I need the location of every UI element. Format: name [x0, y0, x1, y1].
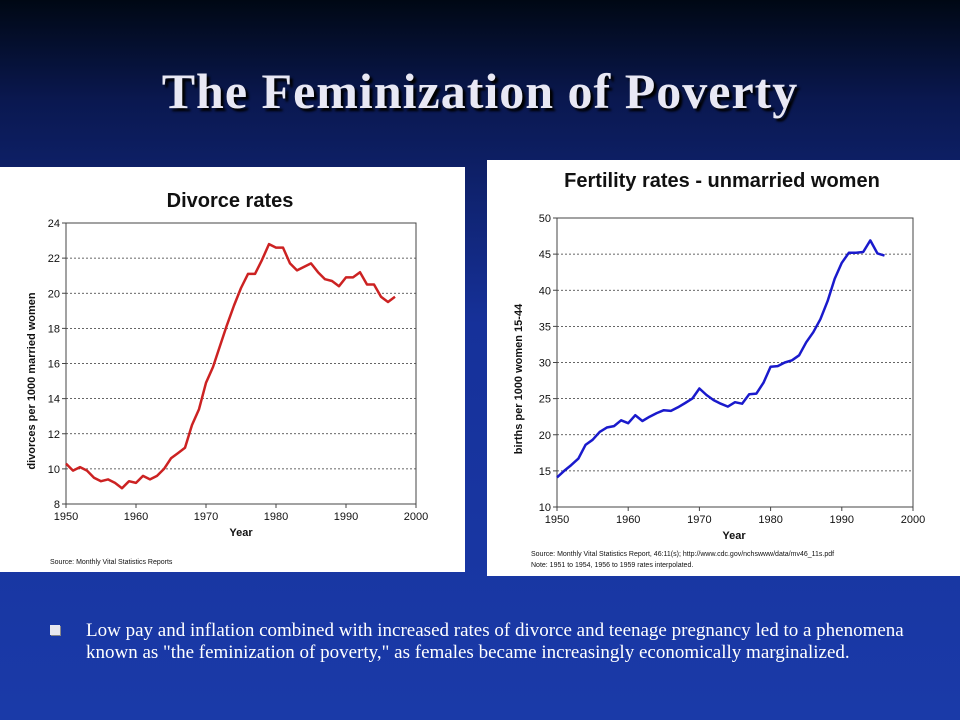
fertility-y-tick-label: 50 — [539, 213, 551, 225]
divorce-y-tick-label: 18 — [48, 323, 60, 335]
divorce-x-tick-label: 1970 — [194, 511, 218, 523]
divorce-chart-title: Divorce rates — [167, 190, 294, 212]
divorce-y-tick-label: 20 — [48, 288, 60, 300]
fertility-x-tick-label: 1980 — [758, 514, 782, 526]
divorce-y-tick-label: 22 — [48, 253, 60, 265]
divorce-x-tick-label: 1990 — [334, 511, 358, 523]
fertility-y-tick-label: 45 — [539, 249, 551, 261]
fertility-x-tick-label: 1960 — [616, 514, 640, 526]
bullet-square-icon — [50, 625, 60, 635]
fertility-plot-frame — [556, 217, 914, 508]
divorce-x-tick-label: 2000 — [404, 511, 428, 523]
fertility-y-tick-label: 10 — [539, 502, 551, 514]
divorce-y-tick-label: 10 — [48, 464, 60, 476]
divorce-y-tick-label: 16 — [48, 359, 60, 371]
fertility-x-tick-label: 1970 — [687, 514, 711, 526]
divorce-y-tick-label: 8 — [54, 499, 60, 511]
divorce-y-tick-label: 12 — [48, 429, 60, 441]
fertility-y-tick-label: 20 — [539, 430, 551, 442]
divorce-x-tick-label: 1980 — [264, 511, 288, 523]
divorce-series-line — [65, 242, 396, 490]
divorce-source-note: Source: Monthly Vital Statistics Reports — [50, 559, 173, 566]
fertility-chart-panel: Fertility rates - unmarried women Year b… — [487, 160, 960, 576]
fertility-y-tick-label: 35 — [539, 321, 551, 333]
fertility-x-tick-label: 2000 — [901, 514, 925, 526]
slide-title: The Feminization of Poverty — [161, 63, 799, 119]
divorce-y-tick-label: 14 — [48, 394, 60, 406]
fertility-y-axis-label: births per 1000 women 15-44 — [513, 303, 525, 454]
fertility-y-tick-label: 25 — [539, 394, 551, 406]
divorce-y-axis-label: divorces per 1000 married women — [26, 292, 38, 470]
fertility-source-note: Source: Monthly Vital Statistics Report,… — [531, 551, 834, 558]
divorce-x-tick-label: 1960 — [124, 511, 148, 523]
fertility-x-axis-label: Year — [722, 530, 746, 542]
fertility-y-tick-label: 40 — [539, 285, 551, 297]
fertility-x-tick-label: 1990 — [830, 514, 854, 526]
fertility-x-tick-label: 1950 — [545, 514, 569, 526]
divorce-chart-panel: Divorce rates Year divorces per 1000 mar… — [0, 167, 465, 572]
fertility-rates-chart: Fertility rates - unmarried women Year b… — [513, 170, 925, 569]
fertility-series-line — [556, 239, 885, 479]
divorce-rates-chart: Divorce rates Year divorces per 1000 mar… — [26, 190, 428, 566]
bullet-point: Low pay and inflation combined with incr… — [50, 620, 930, 664]
fertility-interpolation-note: Note: 1951 to 1954, 1956 to 1959 rates i… — [531, 562, 693, 569]
fertility-y-tick-label: 30 — [539, 358, 551, 370]
fertility-chart-title: Fertility rates - unmarried women — [564, 170, 880, 192]
fertility-y-tick-label: 15 — [539, 466, 551, 478]
divorce-y-tick-label: 24 — [48, 218, 60, 230]
divorce-x-tick-label: 1950 — [54, 511, 78, 523]
bullet-text: Low pay and inflation combined with incr… — [86, 620, 904, 663]
divorce-x-axis-label: Year — [229, 527, 253, 539]
divorce-plot-frame — [65, 222, 417, 505]
